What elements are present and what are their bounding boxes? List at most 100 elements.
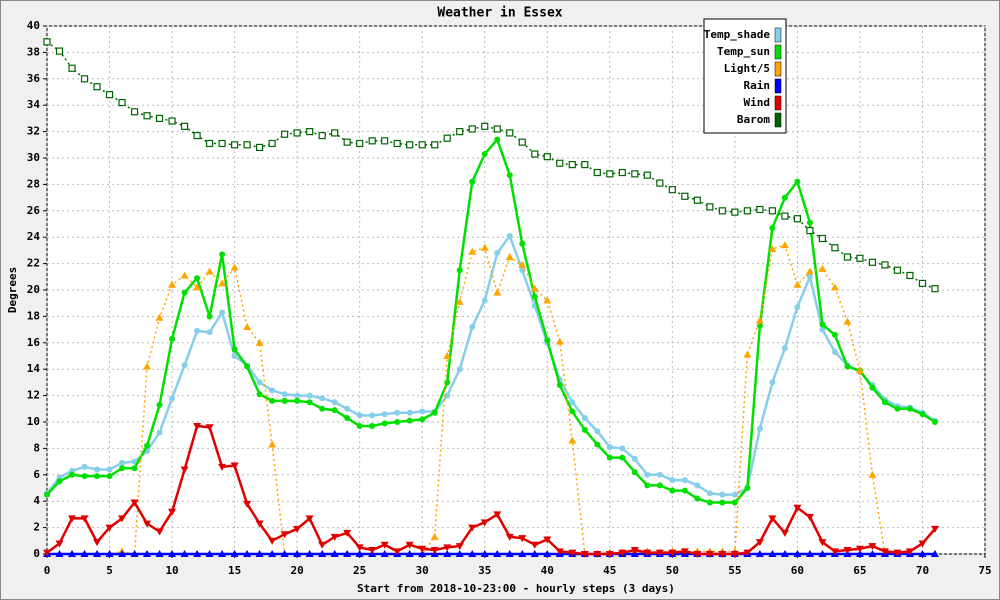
point [105,550,114,557]
point [105,91,114,99]
point [405,550,414,557]
point [693,551,702,558]
point [580,551,589,558]
point [394,419,401,425]
point [756,322,763,329]
point [506,232,513,239]
point [205,424,214,432]
point [93,539,102,547]
point [481,151,488,158]
point [669,487,676,494]
point [318,550,327,557]
point [205,139,214,148]
point [355,550,364,557]
point [456,366,463,373]
point [693,196,701,204]
point [768,207,776,215]
point [581,415,588,422]
point [868,258,877,266]
y-tick-label: 40 [27,19,40,32]
point [480,243,489,251]
chart-title: Weather in Essex [437,6,562,21]
point [581,161,589,169]
point [343,550,352,557]
point [618,549,627,557]
point [593,551,602,558]
point [718,551,727,558]
point [794,178,801,185]
y-tick-label: 12 [27,389,40,402]
point [44,491,50,498]
point [356,412,363,419]
point [681,487,688,494]
point [281,391,288,398]
point [343,529,352,537]
point [81,473,88,480]
point [569,399,576,406]
point [655,549,664,557]
point [318,541,327,549]
point [843,547,852,555]
point [768,245,777,253]
point [330,533,339,541]
point [480,519,489,527]
point [868,543,877,551]
point [793,215,802,223]
point [856,254,864,262]
x-tick-label: 25 [353,564,366,577]
point [793,504,802,512]
point [418,545,427,553]
point [80,75,89,83]
point [769,224,776,231]
point [893,266,902,274]
point [931,419,938,425]
point [369,422,376,429]
point [468,125,476,133]
y-tick-label: 36 [27,72,41,85]
point [344,415,351,422]
legend-swatch [774,78,782,94]
point [380,550,389,557]
point [255,338,264,346]
point [694,495,701,502]
point [219,309,226,316]
point [468,524,477,532]
point [869,384,876,391]
legend-label: Wind [744,96,771,109]
point [230,550,239,557]
point [531,293,538,300]
point [180,550,189,557]
legend-label: Temp_shade [704,28,771,41]
x-tick-label: 5 [106,564,113,577]
point [68,64,76,72]
point [730,551,739,558]
point [81,463,88,470]
point [831,349,838,356]
point [706,203,714,211]
point [130,550,139,557]
point [155,313,164,321]
point [406,417,413,424]
point [531,150,539,158]
point [468,550,477,557]
point [94,466,101,473]
point [180,466,189,474]
point [780,529,789,537]
point [494,136,501,143]
point [456,128,464,136]
point [780,241,789,249]
point [731,491,738,498]
point [868,470,877,478]
point [606,454,613,461]
point [455,543,464,551]
y-tick-label: 0 [33,547,40,560]
y-tick-label: 34 [27,98,41,111]
point [818,234,827,243]
point [480,550,489,557]
point [393,548,402,556]
point [918,550,927,557]
point [443,550,452,557]
point [768,515,777,523]
point [781,194,788,201]
point [281,130,289,138]
